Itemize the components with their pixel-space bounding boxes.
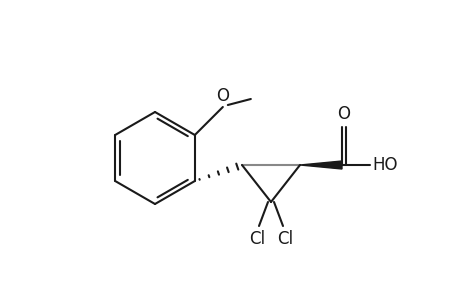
Text: O: O xyxy=(337,105,350,123)
Text: HO: HO xyxy=(371,156,397,174)
Text: O: O xyxy=(216,87,229,105)
Text: Cl: Cl xyxy=(248,230,264,248)
Polygon shape xyxy=(299,161,341,169)
Text: Cl: Cl xyxy=(276,230,292,248)
